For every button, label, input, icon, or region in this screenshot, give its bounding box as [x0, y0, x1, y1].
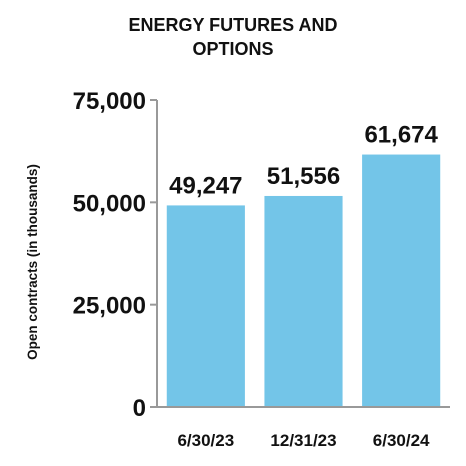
- data-label: 49,247: [169, 172, 242, 199]
- data-label: 61,674: [364, 122, 438, 149]
- bars: 49,247 6/30/23 51,556 12/31/23 61,674 6/30/24: [166, 122, 441, 450]
- x-category-label: 6/30/24: [373, 431, 430, 450]
- chart-title-line-1: ENERGY FUTURES AND: [128, 15, 338, 35]
- x-category-label: 12/31/23: [270, 431, 336, 450]
- y-tick-label: 75,000: [73, 88, 146, 115]
- y-axis-ticks: 0 25,000 50,000 75,000: [73, 88, 157, 422]
- bar-12-31-23: [264, 195, 343, 407]
- bar-6-30-24: [362, 154, 441, 407]
- x-category-label: 6/30/23: [177, 431, 234, 450]
- axes: [150, 100, 450, 408]
- y-axis-label-group: Open contracts (in thousands): [25, 164, 40, 360]
- chart-title-line-2: OPTIONS: [192, 39, 274, 59]
- y-axis-label: Open contracts (in thousands): [25, 164, 40, 360]
- y-tick-label: 25,000: [73, 293, 146, 320]
- data-label: 51,556: [267, 163, 340, 190]
- bar-6-30-23: [166, 205, 245, 407]
- y-tick-label: 50,000: [73, 190, 146, 217]
- y-tick-label: 0: [133, 395, 146, 422]
